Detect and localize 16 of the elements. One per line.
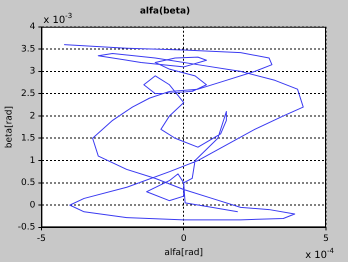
y-tick-label: 1 bbox=[30, 156, 36, 166]
x-tick-label: -5 bbox=[36, 234, 46, 244]
y-tick-label: 0.5 bbox=[21, 178, 36, 188]
y-tick-label: 3 bbox=[30, 66, 36, 77]
y-tick-label: 2.5 bbox=[21, 89, 36, 100]
y-tick-label: 0 bbox=[30, 200, 36, 210]
y-tick-label: 4 bbox=[30, 22, 36, 32]
y-tick-label: 1.5 bbox=[21, 134, 36, 144]
y-tick-label: -0.5 bbox=[18, 222, 36, 233]
chart-title: alfa(beta) bbox=[140, 6, 190, 17]
x-axis-title: alfa[rad] bbox=[164, 248, 204, 258]
y-tick-label: 3.5 bbox=[21, 44, 36, 54]
x-tick-label: 0 bbox=[180, 234, 187, 244]
x-tick-label: 5 bbox=[323, 234, 329, 244]
y-tick-label: 2 bbox=[30, 111, 36, 122]
y-axis-title: beta[rad] bbox=[4, 106, 15, 148]
